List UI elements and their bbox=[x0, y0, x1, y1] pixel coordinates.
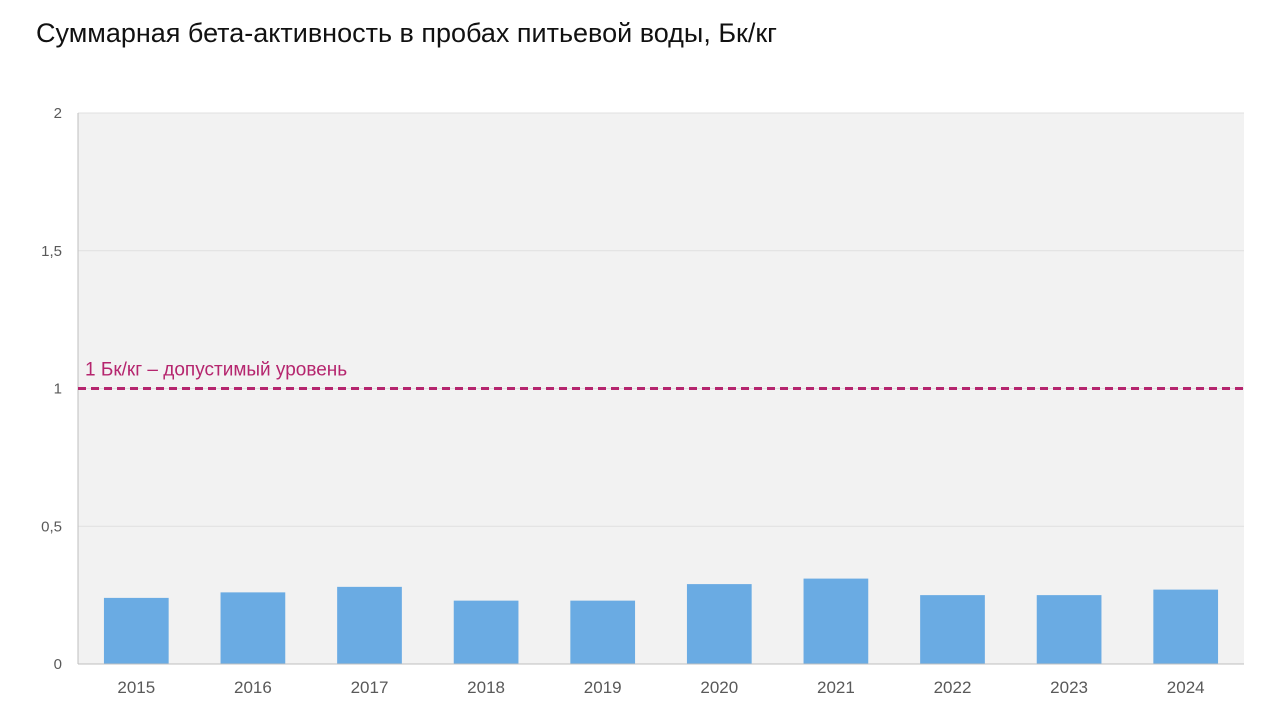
y-tick-label: 1 bbox=[54, 381, 62, 398]
bar-2018 bbox=[453, 600, 519, 664]
bar-2022 bbox=[920, 595, 985, 664]
y-tick-label: 0 bbox=[54, 656, 62, 673]
x-tick-label: 2022 bbox=[934, 678, 972, 697]
threshold-label: 1 Бк/кг – допустимый уровень bbox=[85, 360, 347, 381]
x-tick-label: 2024 bbox=[1167, 678, 1205, 697]
bar-2016 bbox=[220, 592, 286, 664]
y-tick-label: 2 bbox=[54, 105, 62, 122]
y-axis-tick-labels: 0 0,5 1 1,5 2 bbox=[41, 105, 62, 673]
x-tick-label: 2017 bbox=[351, 678, 389, 697]
bar-2023 bbox=[1036, 595, 1102, 664]
x-tick-label: 2015 bbox=[117, 678, 155, 697]
x-tick-label: 2019 bbox=[584, 678, 622, 697]
bar-2021 bbox=[803, 578, 869, 664]
chart-title: Суммарная бета-активность в пробах питье… bbox=[36, 18, 778, 48]
x-tick-label: 2018 bbox=[467, 678, 505, 697]
bar-2015 bbox=[103, 597, 169, 664]
y-tick-label: 1,5 bbox=[41, 243, 62, 260]
y-tick-label: 0,5 bbox=[41, 518, 62, 535]
gridlines bbox=[78, 112, 1244, 527]
bar-2024 bbox=[1153, 589, 1219, 664]
bar-2017 bbox=[337, 586, 402, 664]
bar-2020 bbox=[686, 584, 752, 664]
x-tick-label: 2023 bbox=[1050, 678, 1088, 697]
x-tick-label: 2021 bbox=[817, 678, 855, 697]
threshold-group: 1 Бк/кг – допустимый уровень bbox=[78, 360, 1244, 390]
x-tick-label: 2016 bbox=[234, 678, 272, 697]
bar-2019 bbox=[570, 600, 636, 664]
x-tick-label: 2020 bbox=[700, 678, 738, 697]
x-axis-tick-labels: 2015 2016 2017 2018 2019 2020 2021 2022 2023 2024 bbox=[117, 678, 1204, 697]
bar-series bbox=[103, 578, 1219, 664]
